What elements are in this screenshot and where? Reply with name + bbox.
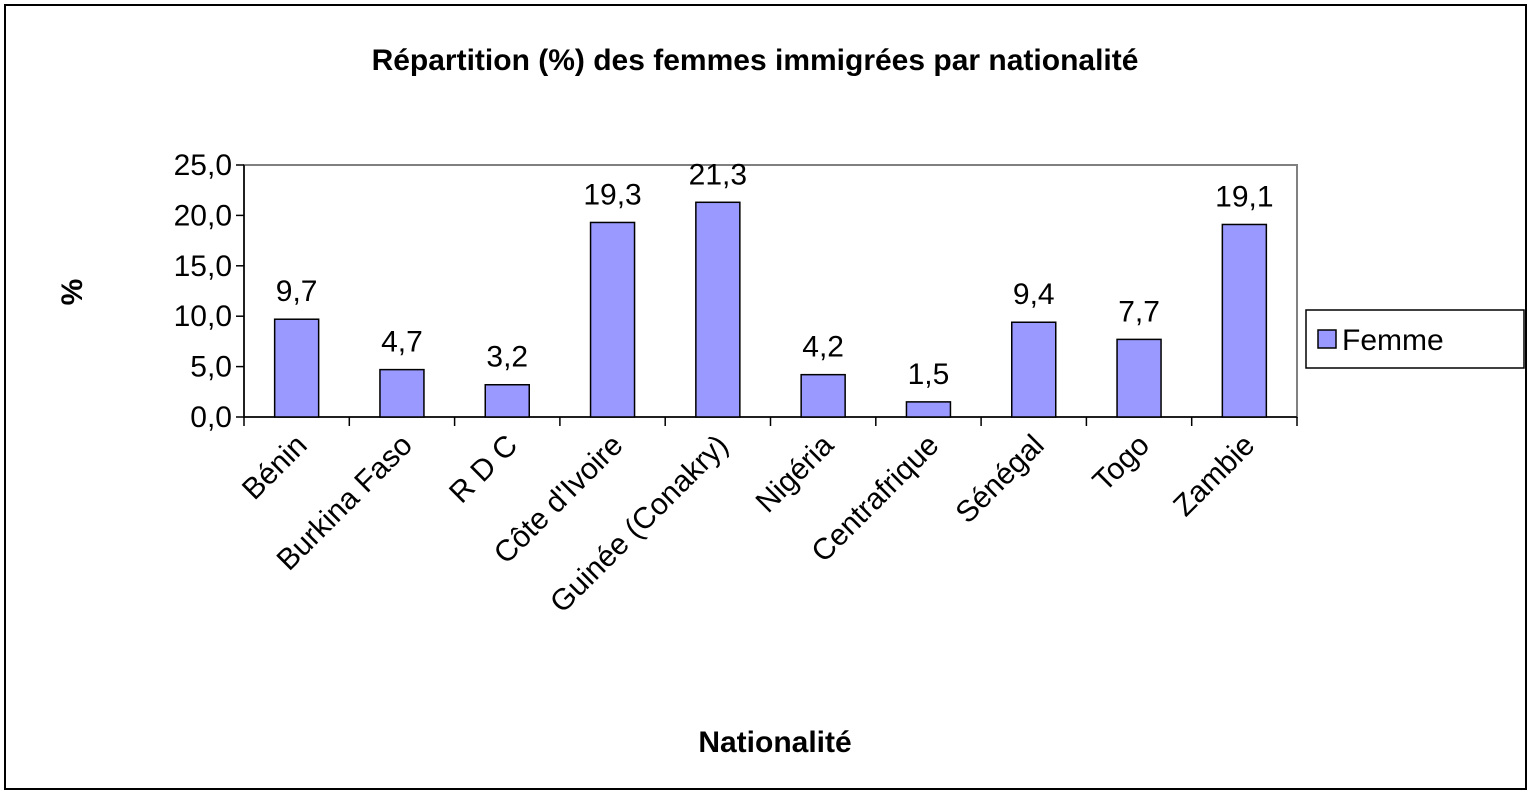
- x-tick-label: Nigéria: [750, 428, 841, 519]
- x-tick-label: R D C: [443, 429, 524, 510]
- chart-title: Répartition (%) des femmes immigrées par…: [372, 44, 1139, 77]
- x-tick-label: Sénégal: [950, 429, 1051, 530]
- data-label: 7,7: [1118, 295, 1160, 328]
- x-tick-label: Togo: [1087, 429, 1156, 498]
- bar: [273, 318, 320, 418]
- legend-swatch: [1317, 329, 1337, 349]
- x-axis-title: Nationalité: [698, 726, 851, 759]
- data-label: 9,7: [276, 275, 318, 308]
- bar: [905, 401, 952, 418]
- legend-box: [1305, 309, 1525, 369]
- y-tick-label: 0,0: [190, 401, 232, 434]
- data-label: 4,2: [802, 331, 844, 364]
- data-label: 19,1: [1215, 180, 1273, 213]
- y-tick-label: 5,0: [190, 351, 232, 384]
- bar: [800, 373, 846, 418]
- y-axis-title: %: [56, 279, 89, 306]
- data-label: 19,3: [583, 178, 641, 211]
- y-tick-label: 10,0: [174, 300, 232, 333]
- bar: [1116, 338, 1162, 418]
- y-tick-label: 15,0: [174, 250, 232, 283]
- x-tick-label: Bénin: [236, 429, 314, 507]
- chart-border: [4, 4, 1527, 790]
- y-tick-label: 20,0: [174, 199, 232, 232]
- y-tick-label: 25,0: [174, 149, 232, 182]
- x-tick-label: Guinée (Conakry): [544, 429, 735, 620]
- bar: [379, 368, 425, 418]
- legend-label: Femme: [1342, 324, 1444, 357]
- data-label: 21,3: [689, 158, 747, 191]
- data-label: 4,7: [381, 326, 423, 359]
- bar: [1011, 321, 1057, 418]
- data-label: 9,4: [1013, 278, 1055, 311]
- bar: [1221, 223, 1268, 418]
- bar: [484, 383, 530, 418]
- data-label: 1,5: [908, 358, 950, 391]
- data-label: 3,2: [486, 341, 528, 374]
- x-tick-label: Zambie: [1167, 429, 1261, 523]
- bar: [589, 221, 636, 418]
- bar: [695, 201, 741, 418]
